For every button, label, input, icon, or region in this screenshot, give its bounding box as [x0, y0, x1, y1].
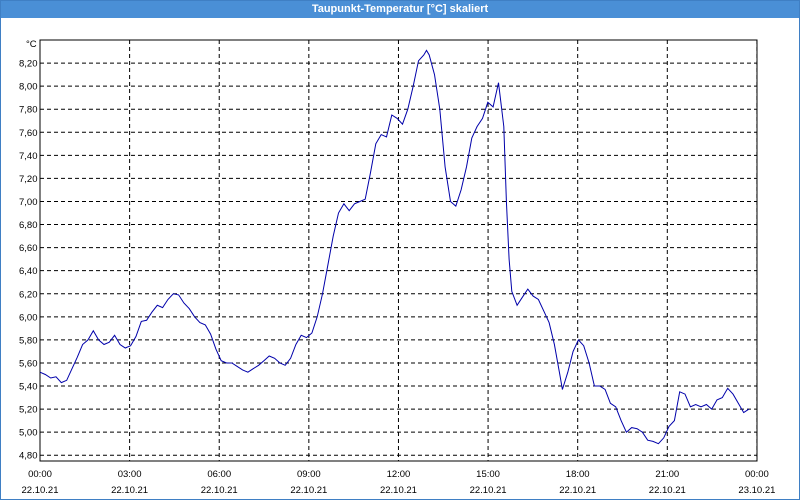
x-tick-date: 23.10.21: [738, 485, 775, 496]
x-tick-date: 22.10.21: [559, 485, 596, 496]
y-tick-label: 6,20: [19, 289, 38, 300]
y-tick-label: 6,00: [19, 312, 38, 323]
x-tick-date: 22.10.21: [201, 485, 238, 496]
y-unit-label: °C: [26, 39, 37, 50]
y-tick-label: 7,20: [19, 174, 38, 185]
y-tick-label: 5,20: [19, 405, 38, 416]
y-tick-label: 7,80: [19, 105, 38, 116]
plot-frame: [39, 39, 758, 462]
y-tick-label: 5,00: [19, 428, 38, 439]
grid: [40, 40, 758, 461]
window-title: Taupunkt-Temperatur [°C] skaliert: [1, 1, 799, 18]
x-tick-time: 06:00: [207, 469, 231, 480]
x-tick-time: 15:00: [476, 469, 500, 480]
y-tick-label: 5,40: [19, 382, 38, 393]
y-tick-label: 5,60: [19, 358, 38, 369]
x-tick-date: 22.10.21: [111, 485, 148, 496]
x-tick-date: 22.10.21: [290, 485, 327, 496]
y-tick-label: 7,60: [19, 128, 38, 139]
y-tick-label: 6,60: [19, 243, 38, 254]
y-tick-label: 6,80: [19, 220, 38, 231]
x-tick-time: 12:00: [387, 469, 411, 480]
y-tick-label: 7,00: [19, 197, 38, 208]
x-tick-date: 22.10.21: [380, 485, 417, 496]
x-tick-date: 22.10.21: [22, 485, 59, 496]
y-tick-label: 5,80: [19, 335, 38, 346]
x-tick-time: 03:00: [118, 469, 142, 480]
x-tick-date: 22.10.21: [470, 485, 507, 496]
x-tick-labels: 00:00 22.10.21 03:00 22.10.21 06:00 22.10.21 0…: [22, 469, 776, 496]
x-tick-time: 09:00: [297, 469, 321, 480]
y-tick-label: 7,40: [19, 151, 38, 162]
x-tick-time: 18:00: [566, 469, 590, 480]
y-tick-label: 4,80: [19, 451, 38, 462]
y-tick-label: 8,20: [19, 59, 38, 70]
y-tick-labels: 4,80 5,00 5,20 5,40 5,60 5,80 6,00 6,20 6,40 6,60…: [19, 59, 38, 462]
x-tick-time: 00:00: [745, 469, 769, 480]
y-tick-label: 6,40: [19, 266, 38, 277]
x-tick-time: 21:00: [655, 469, 679, 480]
y-tick-label: 8,00: [19, 82, 38, 93]
x-tick-time: 00:00: [28, 469, 52, 480]
series-line-dewpoint: [39, 49, 750, 445]
x-tick-date: 22.10.21: [649, 485, 686, 496]
